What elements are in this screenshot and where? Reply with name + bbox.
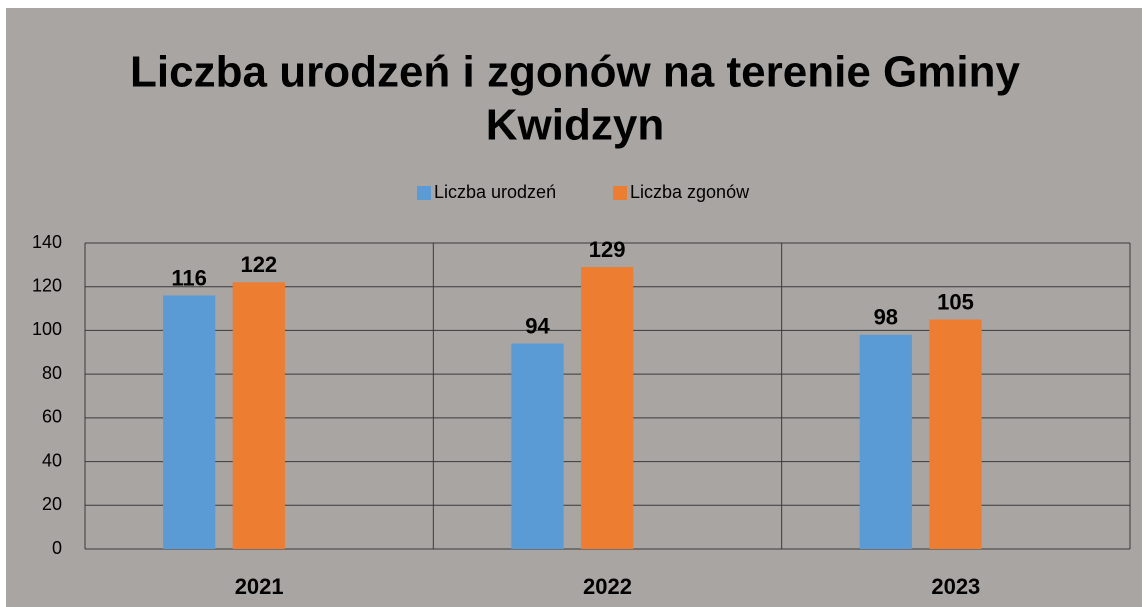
chart-title: Liczba urodzeń i zgonów na terenie Gminy <box>130 48 1020 97</box>
bar <box>511 343 564 549</box>
data-label: 98 <box>874 305 898 330</box>
y-tick-label: 140 <box>32 232 62 252</box>
data-label: 129 <box>589 237 626 262</box>
y-tick-label: 100 <box>32 319 62 339</box>
bar <box>859 334 912 549</box>
legend-swatch <box>417 186 431 200</box>
chart-title: Kwidzyn <box>486 101 664 150</box>
x-tick-label: 2021 <box>235 574 284 599</box>
bar <box>163 295 216 549</box>
y-tick-label: 120 <box>32 275 62 295</box>
data-label: 122 <box>240 252 277 277</box>
legend-swatch <box>613 186 627 200</box>
y-tick-label: 60 <box>42 407 62 427</box>
y-tick-label: 40 <box>42 450 62 470</box>
data-label: 105 <box>937 289 974 314</box>
data-label: 94 <box>525 313 550 338</box>
bar <box>232 282 285 549</box>
legend-label: Liczba urodzeń <box>434 182 556 202</box>
data-label: 116 <box>171 265 207 290</box>
y-tick-label: 0 <box>52 538 62 558</box>
x-tick-label: 2022 <box>583 574 632 599</box>
x-tick-label: 2023 <box>931 574 980 599</box>
y-tick-label: 20 <box>42 494 62 514</box>
y-tick-label: 80 <box>42 363 62 383</box>
legend-label: Liczba zgonów <box>630 182 750 202</box>
bar <box>581 267 634 549</box>
bar <box>929 319 982 549</box>
